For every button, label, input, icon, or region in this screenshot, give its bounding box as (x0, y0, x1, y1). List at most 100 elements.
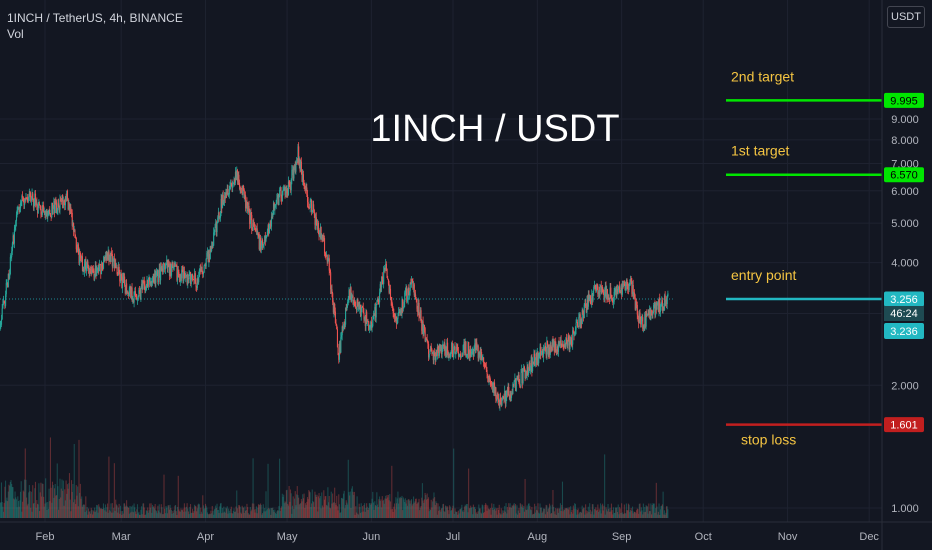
volume-bar (310, 507, 312, 518)
volume-bar (605, 507, 607, 518)
volume-bar (420, 505, 422, 518)
symbol-line[interactable]: 1INCH / TetherUS, 4h, BINANCE (7, 11, 183, 25)
volume-bar (51, 481, 54, 518)
volume-bar (493, 509, 496, 518)
candle-body (420, 310, 422, 322)
candle-body (156, 271, 158, 276)
candle-body (592, 290, 594, 301)
candle-body (44, 211, 46, 216)
volume-bar (119, 513, 121, 518)
candle-body (404, 292, 406, 303)
volume-bar (256, 513, 258, 518)
candle-body (327, 259, 329, 262)
volume-bar (595, 507, 597, 518)
volume-bar (306, 501, 308, 518)
candle-body (251, 229, 253, 231)
candle-body (519, 383, 521, 386)
price-axis[interactable]: 1.0002.0003.0004.0005.0006.0007.0008.000… (891, 114, 919, 515)
volume-bar (37, 504, 39, 518)
volume-bar (75, 504, 77, 518)
candle-body (134, 291, 136, 292)
volume-bar (319, 498, 321, 518)
candle-body (146, 280, 148, 286)
candle-body (641, 317, 643, 319)
candle-body (155, 275, 157, 283)
volume-bar (657, 511, 659, 518)
volume-indicator-label[interactable]: Vol (7, 27, 24, 41)
volume-bar (250, 511, 252, 518)
volume-bar (595, 510, 598, 518)
volume-bar (659, 509, 661, 518)
candle-body (62, 201, 64, 209)
candle-body (281, 197, 283, 202)
candle-body (556, 346, 558, 352)
volume-bar (480, 512, 482, 518)
candle-body (632, 284, 634, 294)
candle-body (133, 291, 135, 303)
volume-bar (92, 514, 94, 518)
candle-body (613, 291, 615, 302)
candle-body (42, 206, 44, 208)
volume-bar (579, 511, 581, 518)
candle-body (202, 272, 205, 275)
volume-bar (124, 503, 126, 518)
candle-body (567, 336, 569, 346)
candle-body (399, 311, 401, 315)
candle-body (100, 263, 103, 275)
candle-body (262, 240, 264, 246)
volume-bar (569, 514, 571, 518)
volume-bar (433, 492, 435, 518)
volume-bar (634, 511, 636, 518)
volume-bar (470, 505, 472, 518)
volume-bar (135, 514, 137, 518)
candle-body (255, 229, 257, 231)
volume-bar (370, 503, 372, 518)
candle-body (332, 302, 334, 313)
candle-body (416, 299, 418, 309)
volume-bar (466, 503, 468, 518)
candle-body (638, 317, 640, 323)
volume-bar (111, 503, 113, 518)
candle-body (320, 226, 322, 239)
y-tick-label: 9.000 (891, 114, 919, 126)
volume-bar (587, 506, 589, 518)
candle-body (58, 203, 60, 206)
candle-body (0, 325, 1, 330)
volume-bar (349, 491, 351, 518)
x-tick-label: Oct (695, 531, 712, 543)
candle-body (497, 394, 499, 399)
candle-body (272, 202, 275, 215)
candle-body (376, 301, 378, 305)
volume-bar (43, 496, 45, 518)
volume-bar (655, 482, 657, 518)
candle-body (175, 264, 177, 267)
volume-bar (409, 503, 411, 518)
candle-body (396, 316, 398, 325)
candle-body (215, 222, 217, 227)
volume-bar (353, 491, 355, 518)
volume-bar (536, 510, 538, 518)
candle-body (532, 361, 534, 363)
volume-bar (330, 508, 332, 518)
currency-button[interactable]: USDT (887, 6, 925, 28)
volume-bar (494, 507, 496, 518)
volume-bar (620, 512, 622, 518)
volume-bar (317, 496, 319, 518)
candle-body (524, 371, 526, 378)
volume-bar (430, 510, 432, 518)
volume-bar (386, 495, 388, 518)
time-axis[interactable]: Feb Mar Apr May Jun Jul Aug Sep Oct Nov Dec (0, 521, 932, 543)
volume-bar (62, 490, 64, 518)
volume-bar (150, 503, 152, 518)
volume-bar (151, 504, 153, 518)
candle-body (302, 174, 304, 183)
volume-bar (232, 510, 234, 518)
candle-body (349, 287, 351, 298)
volume-bar (447, 506, 449, 518)
candle-body (502, 396, 504, 398)
candle-body (319, 234, 321, 237)
candle-body (451, 342, 453, 352)
candle-body (298, 159, 300, 164)
